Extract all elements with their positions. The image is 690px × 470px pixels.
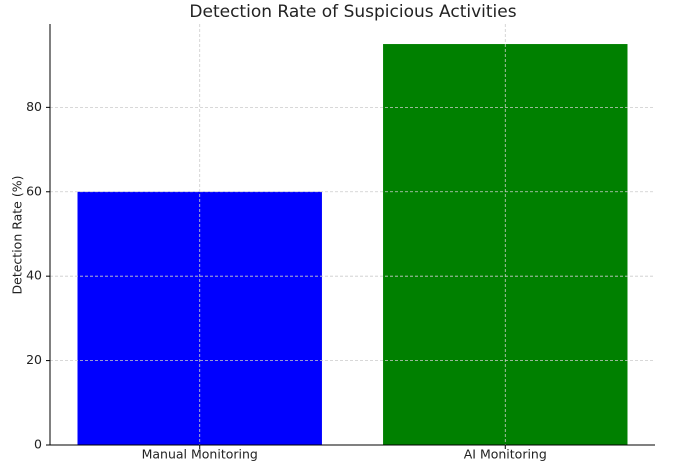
x-tick-label: AI Monitoring [464, 447, 547, 462]
y-tick-label: 80 [26, 99, 42, 114]
x-tick-label: Manual Monitoring [142, 447, 258, 462]
y-tick-label: 40 [26, 268, 42, 283]
y-axis-label: Detection Rate (%) [10, 176, 25, 295]
y-tick-label: 60 [26, 183, 42, 198]
y-tick-label: 20 [26, 352, 42, 367]
chart-title: Detection Rate of Suspicious Activities [189, 2, 516, 22]
y-tick-label: 0 [34, 437, 42, 452]
bar [77, 191, 322, 445]
